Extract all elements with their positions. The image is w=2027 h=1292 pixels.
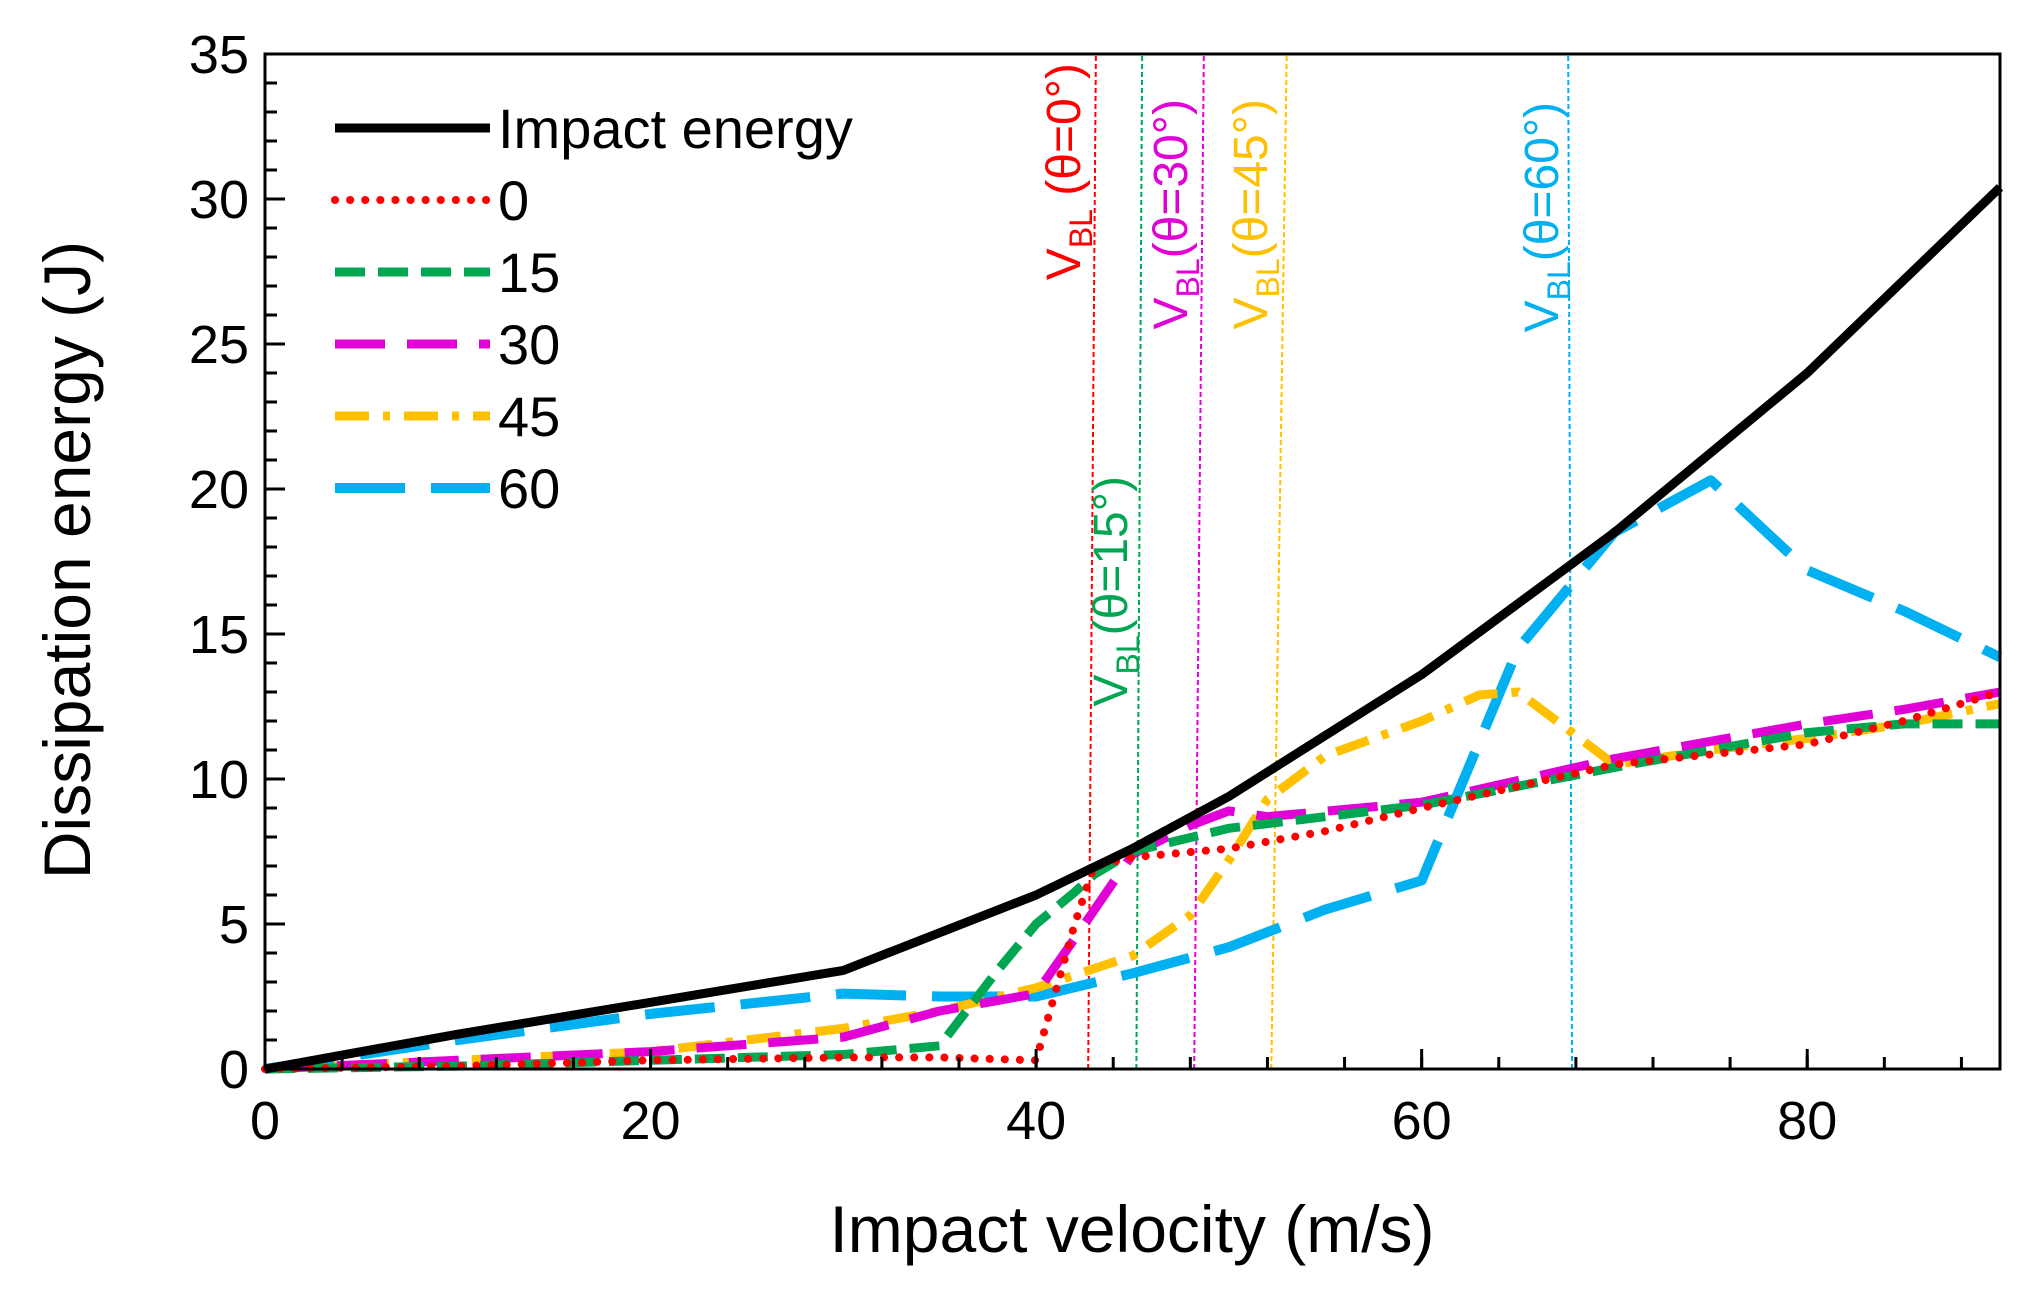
vbl-label-1: VBL(θ=15°) xyxy=(1085,476,1146,706)
legend: Impact energy 0 15 30 45 60 xyxy=(331,97,853,520)
vbl-line-3 xyxy=(1270,53,1288,1070)
series-line-30 xyxy=(264,687,2001,1074)
x-axis-label: Impact velocity (m/s) xyxy=(829,1192,1434,1266)
series-line-15 xyxy=(264,719,2000,1074)
series-line-impact-energy xyxy=(264,184,2004,1074)
x-tick-label: 0 xyxy=(250,1091,280,1151)
vbl-label-2: VBL(θ=30°) xyxy=(1145,99,1206,329)
series-line-60 xyxy=(264,475,2003,1074)
vbl-label-4: VBL(θ=60°) xyxy=(1516,102,1577,332)
y-tick-label: 0 xyxy=(219,1040,249,1100)
y-tick-label: 20 xyxy=(189,460,249,520)
legend-label-45: 45 xyxy=(498,385,560,448)
legend-label-60: 60 xyxy=(498,457,560,520)
x-tick-label: 80 xyxy=(1777,1091,1837,1151)
y-tick-label: 30 xyxy=(189,170,249,230)
x-tick-label: 60 xyxy=(1392,1091,1452,1151)
vbl-line-1 xyxy=(1135,53,1144,1070)
vbl-line-2 xyxy=(1193,53,1205,1070)
x-tick-label: 40 xyxy=(1006,1091,1066,1151)
y-tick-label: 25 xyxy=(189,315,249,375)
y-axis-label: Dissipation energy (J) xyxy=(30,241,104,879)
legend-label-impact-energy: Impact energy xyxy=(498,97,853,160)
legend-label-0: 0 xyxy=(498,169,529,232)
y-tick-label: 10 xyxy=(189,750,249,810)
y-tick-label: 5 xyxy=(219,895,249,955)
vbl-line-0 xyxy=(1087,53,1097,1070)
legend-label-15: 15 xyxy=(498,241,560,304)
y-tick-label: 15 xyxy=(189,605,249,665)
vbl-label-0: VBL (θ=0°) xyxy=(1038,63,1099,280)
axes: 0 20 40 60 80 0 5 10 15 20 25 30 35 xyxy=(189,25,1963,1151)
series-line-0 xyxy=(261,688,2004,1073)
plot-content: VBL (θ=0°) VBL(θ=15°) VBL(θ=30°) VBL(θ=45°)… xyxy=(261,53,2004,1074)
x-tick-label: 20 xyxy=(621,1091,681,1151)
vbl-label-3: VBL(θ=45°) xyxy=(1225,99,1286,329)
plot-frame xyxy=(263,52,2002,1071)
legend-label-30: 30 xyxy=(498,313,560,376)
y-tick-label: 35 xyxy=(189,25,249,85)
